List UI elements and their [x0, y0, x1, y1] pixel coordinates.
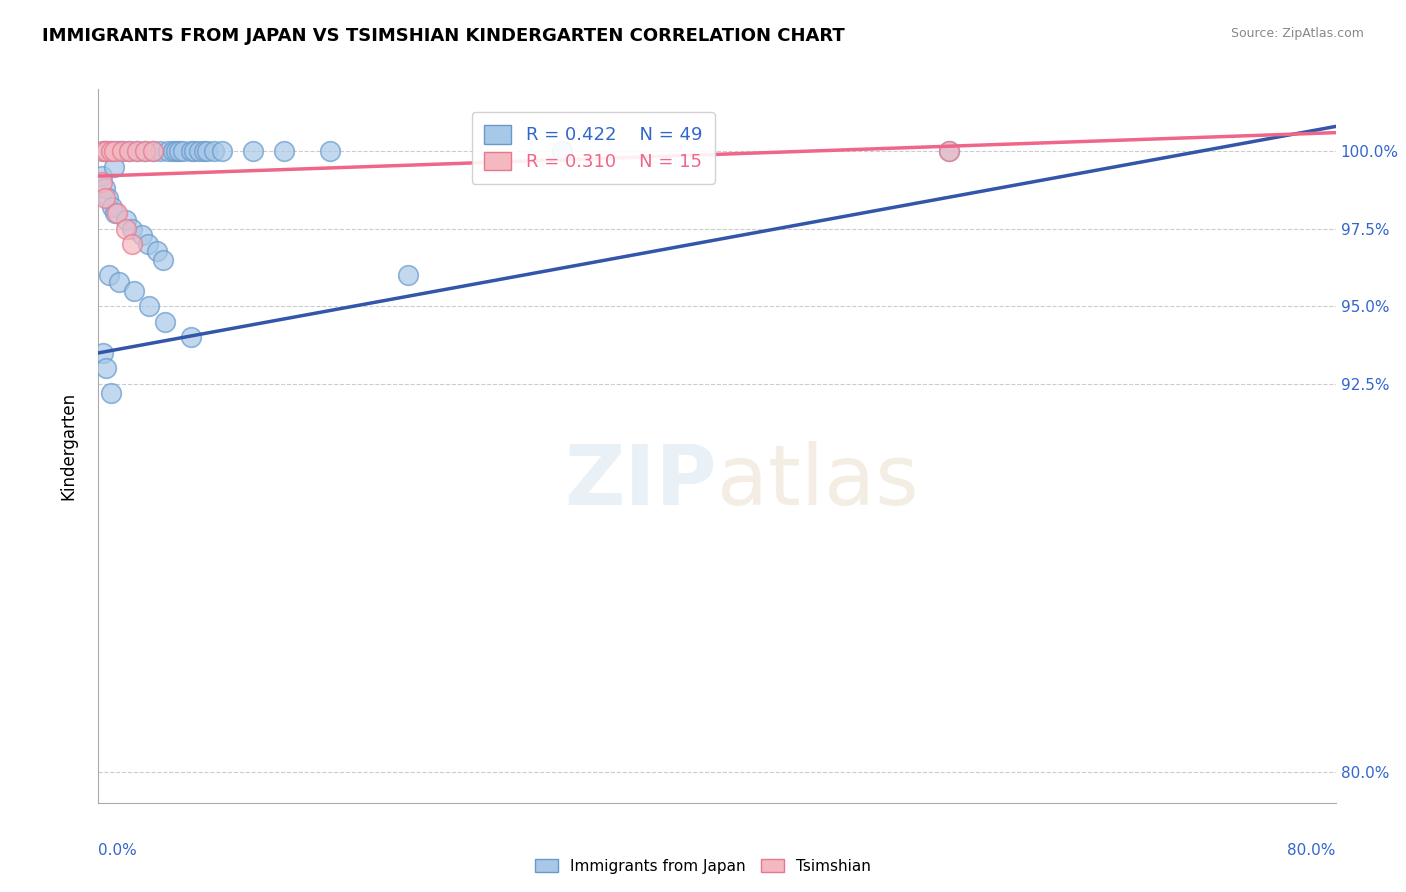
Point [204, 145, 226, 159]
Point [101, 200, 124, 214]
Point [142, 145, 165, 159]
Point [162, 145, 184, 159]
Point [938, 145, 960, 159]
Point [211, 145, 233, 159]
Point [93, 181, 115, 195]
Point [105, 145, 128, 159]
Point [146, 244, 169, 258]
Point [157, 145, 180, 159]
Point [165, 145, 187, 159]
Point [138, 299, 160, 313]
Text: IMMIGRANTS FROM JAPAN VS TSIMSHIAN KINDERGARTEN CORRELATION CHART: IMMIGRANTS FROM JAPAN VS TSIMSHIAN KINDE… [42, 27, 845, 45]
Point [91, 346, 114, 360]
Text: 0.0%: 0.0% [98, 843, 138, 858]
Point [100, 145, 122, 159]
Text: atlas: atlas [717, 442, 918, 522]
Point [90, 169, 112, 183]
Point [90, 175, 112, 189]
Point [118, 145, 141, 159]
Text: 80.0%: 80.0% [1288, 843, 1336, 858]
Point [188, 145, 211, 159]
Point [105, 206, 128, 220]
Point [193, 145, 215, 159]
Point [93, 191, 115, 205]
Point [107, 275, 129, 289]
Point [97, 191, 120, 205]
Point [122, 284, 145, 298]
Point [96, 361, 118, 376]
Point [153, 315, 176, 329]
Point [121, 237, 143, 252]
Point [167, 145, 190, 159]
Legend: Immigrants from Japan, Tsimshian: Immigrants from Japan, Tsimshian [529, 853, 877, 880]
Point [149, 145, 172, 159]
Legend: R = 0.422    N = 49, R = 0.310    N = 15: R = 0.422 N = 49, R = 0.310 N = 15 [471, 112, 716, 184]
Point [319, 145, 342, 159]
Point [103, 145, 125, 159]
Point [127, 145, 149, 159]
Point [551, 145, 574, 159]
Point [152, 252, 174, 267]
Point [100, 386, 122, 401]
Point [136, 237, 159, 252]
Point [96, 145, 118, 159]
Point [121, 222, 143, 236]
Point [142, 145, 165, 159]
Point [96, 145, 118, 159]
Point [104, 206, 127, 220]
Y-axis label: Kindergarten: Kindergarten [59, 392, 77, 500]
Point [131, 227, 153, 242]
Point [100, 145, 122, 159]
Point [180, 330, 202, 344]
Point [183, 145, 205, 159]
Point [103, 160, 125, 174]
Point [180, 145, 202, 159]
Point [195, 145, 218, 159]
Point [273, 145, 295, 159]
Point [396, 268, 419, 283]
Point [91, 145, 114, 159]
Point [173, 145, 195, 159]
Text: ZIP: ZIP [565, 442, 717, 522]
Point [127, 145, 149, 159]
Point [118, 145, 141, 159]
Point [111, 145, 134, 159]
Point [242, 145, 264, 159]
Point [134, 145, 156, 159]
Point [91, 145, 114, 159]
Point [938, 145, 960, 159]
Text: Source: ZipAtlas.com: Source: ZipAtlas.com [1230, 27, 1364, 40]
Point [134, 145, 156, 159]
Point [115, 222, 138, 236]
Point [98, 268, 121, 283]
Point [115, 212, 138, 227]
Point [111, 145, 134, 159]
